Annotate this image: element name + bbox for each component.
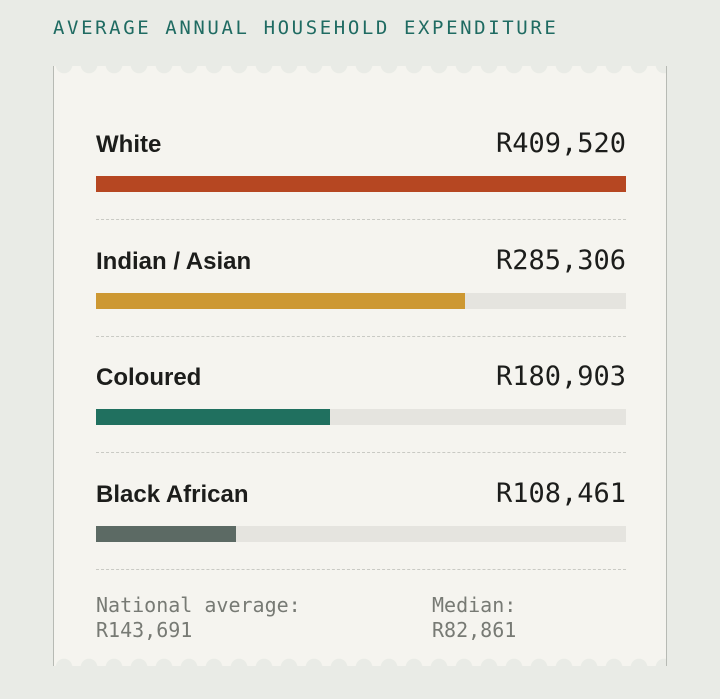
bar-row-white: White R409,520: [96, 126, 626, 243]
bar-black-african: [96, 525, 237, 542]
bar-chart: White R409,520 Indian / Asian R285,306 C…: [96, 126, 626, 592]
bar-track: [96, 292, 626, 309]
ticket-edge-top: [54, 65, 666, 75]
median-label: Median:: [432, 593, 517, 617]
national-average-label: National average:: [96, 593, 301, 617]
row-divider: [96, 335, 626, 337]
bar-white: [96, 176, 626, 192]
bar-track: [96, 176, 626, 192]
category-label: Black African: [96, 480, 249, 508]
bar-row-black-african: Black African R108,461: [96, 476, 626, 593]
bar-track: [96, 409, 626, 425]
value-label: R108,461: [495, 477, 626, 509]
category-label: White: [96, 131, 162, 158]
expenditure-card: White R409,520 Indian / Asian R285,306 C…: [53, 65, 667, 667]
page-title: AVERAGE ANNUAL HOUSEHOLD EXPENDITURE: [53, 17, 559, 39]
category-label: Coloured: [96, 364, 202, 391]
bar-row-indian-asian: Indian / Asian R285,306: [96, 243, 626, 360]
row-divider: [96, 219, 626, 220]
ticket-edge-bottom: [54, 657, 666, 667]
median-stat: Median: R82,861: [432, 593, 516, 643]
row-divider: [96, 568, 626, 570]
bar-track: [96, 525, 626, 542]
national-average-value: R143,691: [96, 618, 193, 642]
category-label: Indian / Asian: [96, 247, 252, 275]
bar-coloured: [96, 409, 331, 425]
value-label: R180,903: [495, 361, 626, 392]
row-divider: [96, 452, 626, 453]
bar-row-coloured: Coloured R180,903: [96, 359, 626, 476]
national-average-stat: National average: R143,691: [96, 593, 301, 643]
median-value: R82,861: [432, 618, 517, 642]
bar-indian-asian: [96, 292, 466, 309]
value-label: R409,520: [495, 128, 626, 159]
value-label: R285,306: [495, 244, 626, 276]
